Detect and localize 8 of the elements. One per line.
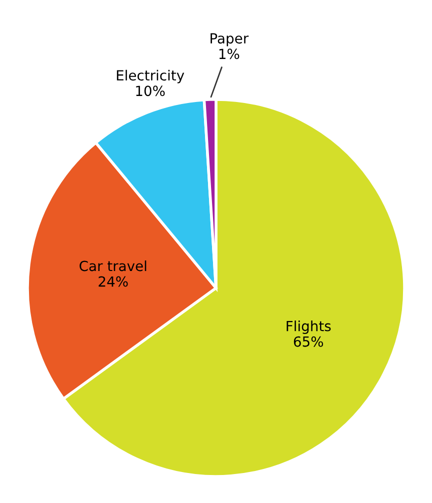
- slice-label: Car travel: [80, 260, 146, 272]
- data-label: 1%: [219, 48, 240, 60]
- slice-label: Electricity: [116, 70, 184, 84]
- data-label: 65%: [294, 336, 324, 347]
- slice-label: Flights: [286, 320, 331, 334]
- slice-label: Paper: [210, 33, 249, 46]
- data-label: 24%: [98, 276, 128, 287]
- data-label: 10%: [136, 86, 165, 96]
